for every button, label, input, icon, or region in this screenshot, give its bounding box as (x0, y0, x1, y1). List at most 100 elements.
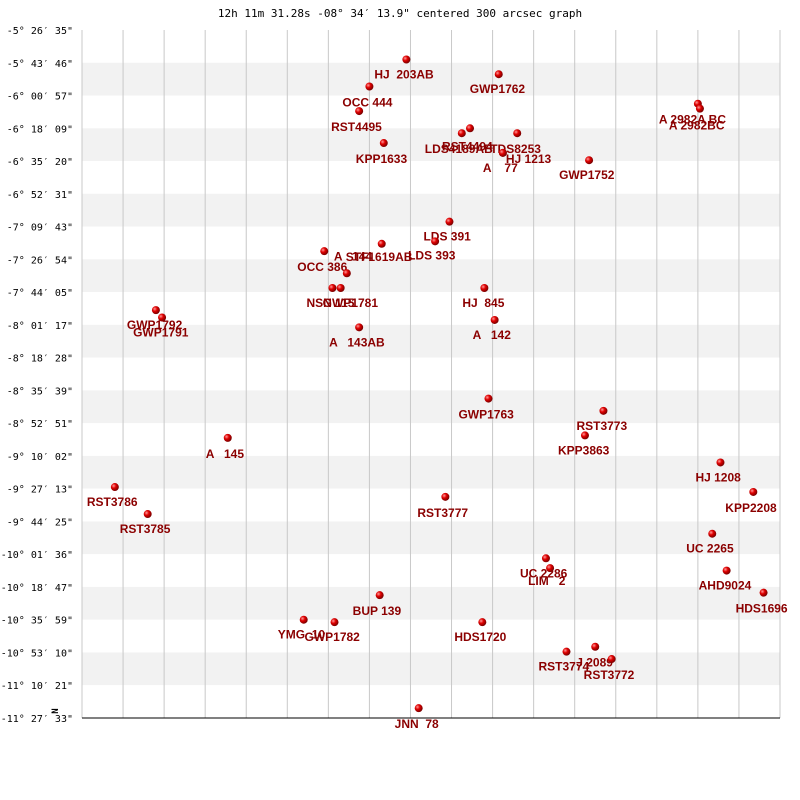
y-tick-label: -8° 01′ 17" (7, 321, 73, 332)
star-markers: HJ 203AB GWP1762 OCC 444 A 2982A BCA 2982BC… (87, 55, 788, 731)
star-label: RST3773 (576, 419, 627, 433)
plot-band (82, 685, 780, 718)
plot-band (82, 488, 780, 522)
star-label: A 2982BC (669, 119, 725, 133)
star-marker[interactable] (490, 315, 499, 324)
star-label: J 2089 (576, 656, 613, 670)
star-marker[interactable] (480, 284, 489, 292)
star-label: RST3785 (120, 522, 171, 536)
y-tick-label: -6° 52′ 31" (7, 190, 73, 201)
star-marker[interactable] (580, 431, 589, 440)
star-marker[interactable] (457, 129, 466, 138)
star-marker[interactable] (466, 124, 475, 133)
star-label: UC 2286 (520, 566, 568, 580)
plot-band (82, 521, 780, 555)
star-marker[interactable] (330, 618, 339, 627)
star-label: KPP2208 (725, 501, 777, 515)
star-marker[interactable] (513, 129, 522, 138)
star-marker[interactable] (110, 483, 119, 492)
star-points (110, 55, 768, 713)
star-label: OCC 386 (297, 260, 347, 274)
star-label: RST3772 (584, 668, 635, 682)
star-marker[interactable] (716, 458, 725, 467)
star-label: HJ 1208 (695, 470, 741, 484)
y-tick-label: -8° 18′ 28" (7, 354, 73, 365)
star-marker[interactable] (431, 237, 440, 246)
plot-band (82, 586, 780, 620)
star-marker[interactable] (585, 156, 594, 165)
star-label: A 144 (334, 249, 373, 263)
star-marker[interactable] (445, 217, 454, 226)
star-label: A 145 (206, 447, 245, 461)
plot-band (82, 128, 780, 162)
plot-band (82, 62, 780, 96)
y-tick-label: -10° 35′ 59" (1, 616, 73, 627)
star-marker[interactable] (328, 284, 337, 292)
star-marker[interactable] (151, 306, 160, 315)
y-tick-label: -10° 18′ 47" (1, 583, 73, 594)
star-marker[interactable] (541, 554, 550, 563)
y-tick-label: -5° 26′ 35" (7, 26, 73, 37)
star-label: RST4495 (331, 120, 382, 134)
star-marker[interactable] (299, 615, 308, 624)
star-marker[interactable] (607, 655, 616, 664)
star-marker[interactable] (402, 55, 411, 64)
star-marker[interactable] (342, 269, 351, 278)
y-axis-ticks: -5° 26′ 35" -5° 43′ 46" -6° 00′ 57" -6° 18′… (1, 26, 73, 725)
plot-band (82, 390, 780, 424)
star-label: HJ 1213 (506, 152, 552, 166)
star-label: LIM 2 (528, 574, 566, 588)
star-marker[interactable] (599, 406, 608, 415)
star-label: KPP3863 (558, 443, 610, 457)
star-marker[interactable] (379, 139, 388, 148)
star-label: RST3774 (538, 660, 589, 674)
chart-title: 12h 11m 31.28s -08° 34′ 13.9" centered 3… (218, 7, 582, 20)
star-marker[interactable] (414, 704, 423, 713)
star-marker[interactable] (320, 247, 329, 256)
star-label: BUP 139 (353, 604, 402, 618)
star-marker[interactable] (749, 487, 758, 496)
star-marker[interactable] (377, 239, 386, 248)
plot-bands (82, 30, 780, 718)
star-marker[interactable] (143, 510, 152, 519)
star-marker[interactable] (708, 529, 717, 538)
star-label: RST3786 (87, 495, 138, 509)
star-label: LDS4189AB (425, 142, 493, 156)
star-marker[interactable] (355, 107, 364, 116)
star-marker[interactable] (158, 313, 167, 322)
y-tick-label: -8° 35′ 39" (7, 386, 73, 397)
vertical-gridlines (81, 30, 781, 718)
star-marker[interactable] (375, 591, 384, 600)
y-tick-label: -7° 09′ 43" (7, 223, 73, 234)
star-marker[interactable] (365, 82, 374, 91)
plot-band (82, 357, 780, 391)
star-marker[interactable] (223, 433, 232, 442)
y-tick-label: -10° 01′ 36" (1, 550, 73, 561)
star-marker[interactable] (546, 564, 555, 573)
plot-band (82, 652, 780, 686)
plot-band (82, 455, 780, 489)
north-marker: N (51, 708, 61, 713)
star-marker[interactable] (759, 588, 768, 597)
star-marker[interactable] (336, 284, 345, 292)
star-label: A 143AB (329, 335, 385, 349)
star-label: HJ 845 (462, 296, 504, 310)
star-marker[interactable] (478, 618, 487, 627)
star-marker[interactable] (591, 642, 600, 651)
star-label: GWP1781 (323, 296, 379, 310)
star-marker[interactable] (695, 104, 704, 113)
star-marker[interactable] (355, 323, 364, 332)
star-label: GWP1791 (133, 325, 189, 339)
plot-band (82, 193, 780, 227)
y-tick-label: -7° 26′ 54" (7, 255, 73, 266)
star-marker[interactable] (484, 394, 493, 403)
y-tick-label: -11° 10′ 21" (1, 681, 73, 692)
star-marker[interactable] (498, 148, 507, 157)
star-marker[interactable] (562, 647, 571, 656)
y-tick-label: -9° 27′ 13" (7, 485, 73, 496)
star-marker[interactable] (494, 70, 503, 79)
star-marker[interactable] (441, 492, 450, 501)
y-tick-label: -11° 27′ 33" (1, 714, 73, 725)
star-label: HJ 203AB (374, 67, 434, 81)
star-marker[interactable] (722, 566, 731, 575)
